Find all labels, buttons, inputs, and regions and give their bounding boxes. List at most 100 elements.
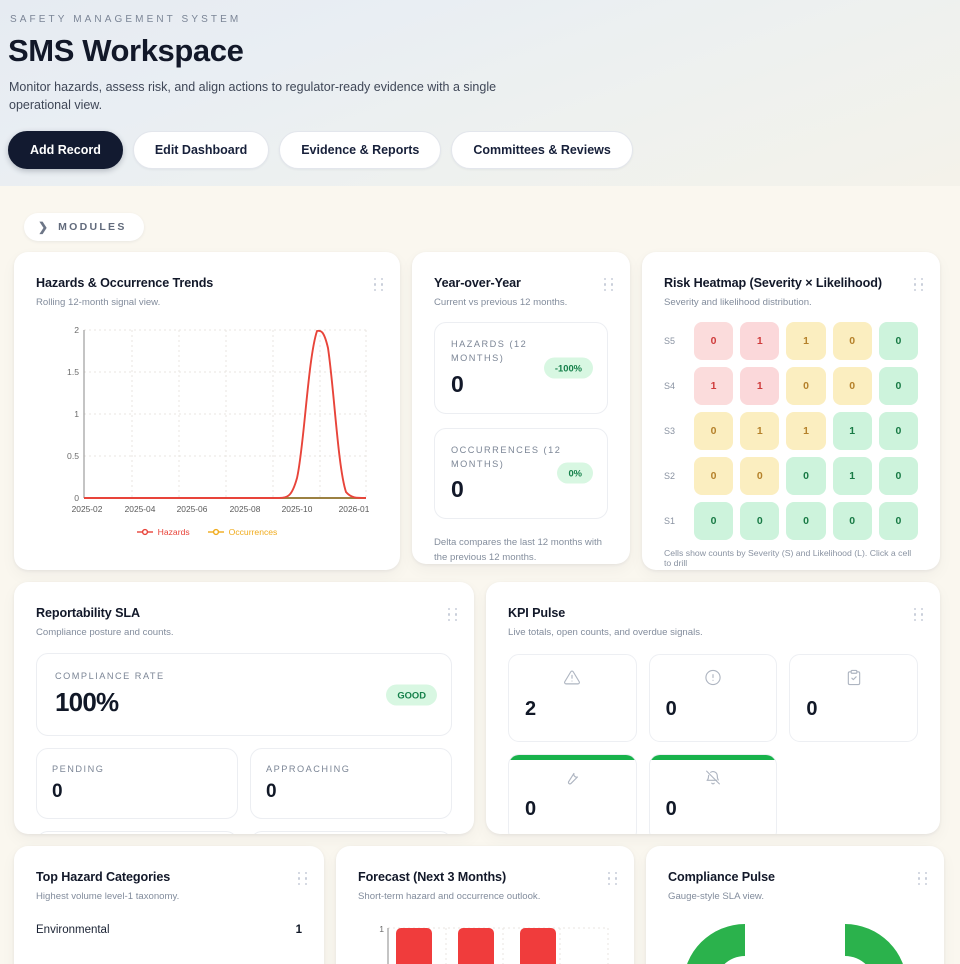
heatmap-row-label: S4 <box>664 381 676 391</box>
hero-actions: Add Record Edit Dashboard Evidence & Rep… <box>8 130 960 169</box>
kpi-tile-open[interactable]: 0 <box>648 654 778 742</box>
trends-chart: 2 1.5 1 0.5 0 2025-02 2025-04 2025-06 20… <box>36 318 378 537</box>
svg-text:1: 1 <box>379 924 384 934</box>
heatmap-cell[interactable]: 0 <box>878 322 919 360</box>
kpi-tile-overdue[interactable]: 0 <box>648 754 778 834</box>
legend-marker-occurrences <box>207 528 224 536</box>
heatmap-grid: S5 0 1 1 0 0 S4 1 1 0 0 0 S3 0 1 1 1 0 S2 0 0 0 1 0 S1 0 0 0 0 0 <box>664 322 919 540</box>
card-subtitle: Current vs previous 12 months. <box>434 297 568 308</box>
delta-badge: 0% <box>557 462 593 484</box>
drag-handle-icon[interactable] <box>448 608 458 622</box>
svg-text:0: 0 <box>74 493 79 503</box>
compliance-gauge-svg <box>687 924 903 964</box>
sla-cell-value: 0 <box>266 780 277 802</box>
heatmap-cell[interactable]: 0 <box>878 502 919 540</box>
edit-dashboard-button[interactable]: Edit Dashboard <box>132 130 270 169</box>
heatmap-cell[interactable]: 0 <box>832 502 872 540</box>
heatmap-cell[interactable]: 0 <box>740 502 780 540</box>
svg-text:1: 1 <box>74 409 79 419</box>
modules-label: MODULES <box>58 221 127 233</box>
svg-text:2025-08: 2025-08 <box>230 504 261 514</box>
heatmap-cell[interactable]: 1 <box>786 412 826 450</box>
kpi-value: 0 <box>665 698 677 720</box>
card-kpi-pulse: KPI Pulse Live totals, open counts, and … <box>486 582 940 834</box>
heatmap-cell[interactable]: 1 <box>786 322 826 360</box>
drag-handle-icon[interactable] <box>374 278 384 292</box>
heatmap-cell[interactable]: 1 <box>694 367 734 405</box>
add-record-button[interactable]: Add Record <box>8 130 123 169</box>
status-badge: GOOD <box>386 684 437 706</box>
svg-text:1.5: 1.5 <box>67 367 79 377</box>
kpi-tiles: 2 0 <box>508 654 918 834</box>
heatmap-cell[interactable]: 0 <box>786 457 826 495</box>
heatmap-cell[interactable]: 0 <box>694 457 734 495</box>
kpi-tile-hazards[interactable]: 2 <box>508 654 637 742</box>
dashboard-row-1: Hazards & Occurrence Trends Rolling 12-m… <box>0 252 960 570</box>
heatmap-cell[interactable]: 0 <box>786 367 826 405</box>
heatmap-row-label: S3 <box>664 426 676 436</box>
sla-cell-label: APPROACHING <box>266 764 351 775</box>
heatmap-cell[interactable]: 1 <box>832 457 872 495</box>
card-title: Year-over-Year <box>434 276 521 290</box>
card-title: Reportability SLA <box>36 606 140 620</box>
card-year-over-year: Year-over-Year Current vs previous 12 mo… <box>412 252 630 564</box>
dashboard-grid: Hazards & Occurrence Trends Rolling 12-m… <box>0 252 960 964</box>
dashboard-row-2: Reportability SLA Compliance posture and… <box>0 582 960 834</box>
sla-cell-label: PENDING <box>52 764 105 775</box>
drag-handle-icon[interactable] <box>914 278 924 292</box>
heatmap-row: S1 0 0 0 0 0 <box>664 502 919 540</box>
legend-item-hazards: Hazards <box>136 527 190 537</box>
committees-reviews-button[interactable]: Committees & Reviews <box>451 130 633 169</box>
card-hazard-trends: Hazards & Occurrence Trends Rolling 12-m… <box>14 252 400 570</box>
card-title: Hazards & Occurrence Trends <box>36 276 214 290</box>
hero-header: SAFETY MANAGEMENT SYSTEM SMS Workspace M… <box>0 0 960 186</box>
card-subtitle: Live totals, open counts, and overdue si… <box>508 627 703 638</box>
modules-toggle[interactable]: ❯ MODULES <box>24 213 144 241</box>
drag-handle-icon[interactable] <box>608 872 618 886</box>
card-title: Risk Heatmap (Severity × Likelihood) <box>664 276 882 290</box>
drag-handle-icon[interactable] <box>298 872 308 886</box>
heatmap-cell[interactable]: 1 <box>832 412 872 450</box>
kpi-value: 0 <box>665 798 677 820</box>
heatmap-cell[interactable]: 0 <box>694 502 734 540</box>
clipboard-check-icon <box>845 669 862 691</box>
bell-off-icon <box>704 769 721 791</box>
heatmap-cell[interactable]: 1 <box>740 412 780 450</box>
kpi-value: 2 <box>525 698 537 720</box>
legend-label: Occurrences <box>228 527 278 537</box>
svg-text:2: 2 <box>74 325 79 335</box>
page-subtitle: Monitor hazards, assess risk, and align … <box>9 80 497 112</box>
heatmap-cell[interactable]: 0 <box>786 502 826 540</box>
heatmap-cell[interactable]: 1 <box>740 367 780 405</box>
kpi-tile-reports[interactable]: 0 <box>789 654 918 742</box>
kpi-tile-actions[interactable]: 0 <box>508 754 637 834</box>
drag-handle-icon[interactable] <box>918 872 928 886</box>
drag-handle-icon[interactable] <box>914 608 924 622</box>
heatmap-cell[interactable]: 0 <box>694 412 734 450</box>
list-item[interactable]: Environmental 1 <box>36 924 302 936</box>
card-subtitle: Highest volume level-1 taxonomy. <box>36 891 180 902</box>
hero-eyebrow: SAFETY MANAGEMENT SYSTEM <box>10 14 242 25</box>
stat-value: 0 <box>451 370 464 397</box>
dashboard-row-3: Top Hazard Categories Highest volume lev… <box>0 846 960 964</box>
heatmap-row: S2 0 0 0 1 0 <box>664 457 919 495</box>
compliance-rate-box: COMPLIANCE RATE 100% GOOD <box>36 653 452 737</box>
heatmap-cell[interactable]: 0 <box>878 412 919 450</box>
stat-label: HAZARDS (12 MONTHS) <box>451 339 528 364</box>
drag-handle-icon[interactable] <box>604 278 614 292</box>
svg-text:0.5: 0.5 <box>67 451 79 461</box>
alert-circle-icon <box>704 669 721 691</box>
heatmap-cell[interactable]: 0 <box>878 367 919 405</box>
card-title: KPI Pulse <box>508 606 566 620</box>
yoy-note: Delta compares the last 12 months with t… <box>434 537 602 564</box>
evidence-reports-button[interactable]: Evidence & Reports <box>279 130 442 169</box>
heatmap-cell[interactable]: 0 <box>694 322 734 360</box>
trends-legend: Hazards Occurrences <box>36 527 378 537</box>
heatmap-cell[interactable]: 0 <box>832 367 872 405</box>
heatmap-cell[interactable]: 0 <box>832 322 872 360</box>
heatmap-row-label: S2 <box>664 471 676 481</box>
heatmap-cell[interactable]: 1 <box>740 322 780 360</box>
heatmap-cell[interactable]: 0 <box>740 457 780 495</box>
heatmap-cell[interactable]: 0 <box>878 457 919 495</box>
sla-row-1: PENDING 0 APPROACHING 0 <box>36 748 452 819</box>
